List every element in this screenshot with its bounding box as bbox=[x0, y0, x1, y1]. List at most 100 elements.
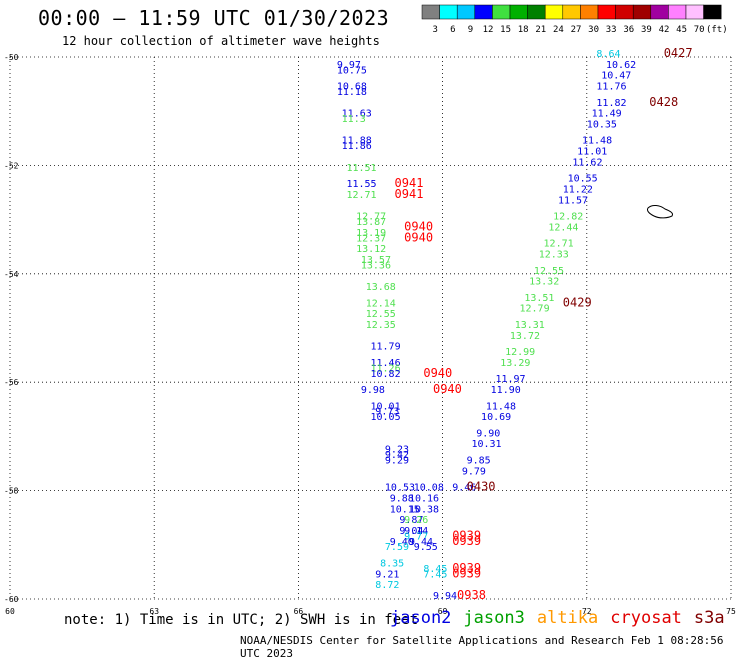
pass-time-label: 0941 bbox=[395, 176, 424, 190]
data-point-label: 7.45 bbox=[423, 569, 447, 580]
colorbar-swatch bbox=[492, 4, 511, 20]
data-point-label: 13.32 bbox=[529, 277, 559, 288]
pass-time-label: 0940 bbox=[423, 366, 452, 380]
data-point-label: 12.37 bbox=[356, 233, 386, 244]
data-point-label: 10.55 bbox=[568, 174, 598, 185]
data-point-label: 8.64 bbox=[596, 49, 620, 60]
satellite-legend: jason2 jason3 altika cryosat s3a bbox=[390, 608, 737, 628]
footer-note: note: 1) Time is in UTC; 2) SWH is in fe… bbox=[64, 612, 419, 628]
colorbar-label: 36 bbox=[623, 25, 634, 35]
data-point-label: 10.16 bbox=[409, 493, 439, 504]
y-tick-label: -50 bbox=[4, 53, 19, 62]
data-point-label: 8.72 bbox=[375, 580, 399, 591]
colorbar-swatch bbox=[421, 4, 440, 20]
colorbar-label: 6 bbox=[450, 25, 455, 35]
data-point-label: 7.59 bbox=[385, 542, 409, 553]
data-point-label: 13.36 bbox=[361, 260, 391, 271]
data-point-label: 9.77 bbox=[404, 531, 428, 542]
data-point-label: 11.3 bbox=[342, 114, 366, 125]
colorbar-swatch bbox=[527, 4, 546, 20]
pass-time-label: 0938 bbox=[457, 588, 486, 602]
pass-time-label: 0939 bbox=[452, 528, 481, 542]
data-point-label: 12.14 bbox=[366, 298, 396, 309]
grid-lines bbox=[9, 56, 732, 600]
data-point-label: 13.31 bbox=[515, 320, 545, 331]
data-point-label: 11.51 bbox=[346, 163, 376, 174]
data-point-label: 10.15 bbox=[390, 504, 420, 515]
data-point-label: 12.33 bbox=[539, 250, 569, 261]
data-point-label: 12.55 bbox=[534, 266, 564, 277]
chart-title: 00:00 – 11:59 UTC 01/30/2023 bbox=[38, 6, 390, 30]
data-point-label: 11.82 bbox=[596, 98, 626, 109]
colorbar-label: 70 bbox=[694, 25, 705, 35]
data-point-label: 13.68 bbox=[366, 282, 396, 293]
colorbar-swatch bbox=[456, 4, 476, 20]
colorbar-legend: 3 6 9 12 15 18 21 24 27 30 33 36 39 42 45 70 (ft) bbox=[421, 4, 728, 35]
data-point-label: 10.01 bbox=[371, 401, 401, 412]
colorbar-swatch bbox=[439, 4, 458, 20]
data-point-label: 11.49 bbox=[592, 109, 622, 120]
pass-time-label: 0940 bbox=[404, 230, 433, 244]
x-tick-label: 75 bbox=[726, 607, 736, 616]
data-point-label: 10.53 bbox=[385, 483, 415, 494]
data-point-label: 12.79 bbox=[520, 304, 550, 315]
data-point-label: 13.19 bbox=[356, 228, 386, 239]
data-point-label: 12.44 bbox=[548, 222, 578, 233]
x-tick-label: 69 bbox=[438, 607, 448, 616]
pass-time-label: 0430 bbox=[467, 480, 496, 494]
data-point-label: 9.29 bbox=[385, 456, 409, 467]
data-point-label: 10.05 bbox=[371, 412, 401, 423]
data-point-label: 11.48 bbox=[582, 136, 612, 147]
colorbar-swatch bbox=[580, 4, 599, 20]
y-tick-label: -60 bbox=[4, 595, 19, 604]
y-tick-label: -54 bbox=[4, 270, 19, 279]
data-point-label: 9.21 bbox=[375, 569, 399, 580]
pass-time-label: 0428 bbox=[649, 95, 678, 109]
data-point-label: 11.55 bbox=[346, 179, 376, 190]
data-point-label: 13.87 bbox=[356, 217, 386, 228]
pass-time-labels: 0427042804290430094109410940094009400940… bbox=[395, 46, 693, 602]
data-point-label: 10.47 bbox=[601, 71, 631, 82]
colorbar-label: 42 bbox=[659, 25, 670, 35]
colorbar-label: 39 bbox=[641, 25, 652, 35]
data-point-label: 10.35 bbox=[587, 119, 617, 130]
data-point-label: 9.98 bbox=[361, 385, 385, 396]
data-point-label: 9.26 bbox=[404, 515, 428, 526]
colorbar-label: 33 bbox=[606, 25, 617, 35]
colorbar-swatch bbox=[615, 4, 634, 20]
colorbar-label: 15 bbox=[500, 25, 511, 35]
data-point-label: 12.82 bbox=[553, 212, 583, 223]
data-point-label: 11.22 bbox=[563, 185, 593, 196]
colorbar-label: 45 bbox=[676, 25, 687, 35]
data-point-label: 12.77 bbox=[356, 212, 386, 223]
y-tick-label: -56 bbox=[4, 378, 19, 387]
x-tick-label: 66 bbox=[294, 607, 304, 616]
colorbar-label: 12 bbox=[483, 25, 494, 35]
colorbar-label: 9 bbox=[468, 25, 473, 35]
data-point-label: 11.90 bbox=[491, 385, 521, 396]
data-point-label: 10.82 bbox=[371, 369, 401, 380]
colorbar-label: 24 bbox=[553, 25, 564, 35]
x-tick-label: 63 bbox=[149, 607, 159, 616]
legend-jason3: jason3 bbox=[463, 608, 525, 628]
axes: -50 -52 -54 -56 -58 -60 60 63 66 69 72 75 bbox=[4, 53, 736, 616]
pass-time-label: 0939 bbox=[452, 566, 481, 580]
pass-time-label: 0427 bbox=[664, 46, 693, 60]
data-point-label: 11.88 bbox=[342, 136, 372, 147]
data-point-label: 11.97 bbox=[495, 374, 525, 385]
data-point-label: 13.12 bbox=[356, 244, 386, 255]
data-point-label: 10.08 bbox=[414, 483, 444, 494]
data-point-label: 12.99 bbox=[505, 347, 535, 358]
data-point-label: 11.63 bbox=[342, 109, 372, 120]
data-point-label: 9.42 bbox=[385, 450, 409, 461]
x-tick-label: 72 bbox=[582, 607, 592, 616]
data-point-label: 9.79 bbox=[462, 466, 486, 477]
data-point-label: 9.90 bbox=[476, 428, 500, 439]
data-point-label: 10.62 bbox=[606, 60, 636, 71]
data-point-label: 10.75 bbox=[337, 65, 367, 76]
data-point-label: 12.71 bbox=[346, 190, 376, 201]
pass-time-label: 0941 bbox=[395, 187, 424, 201]
data-point-label: 10.38 bbox=[409, 504, 439, 515]
